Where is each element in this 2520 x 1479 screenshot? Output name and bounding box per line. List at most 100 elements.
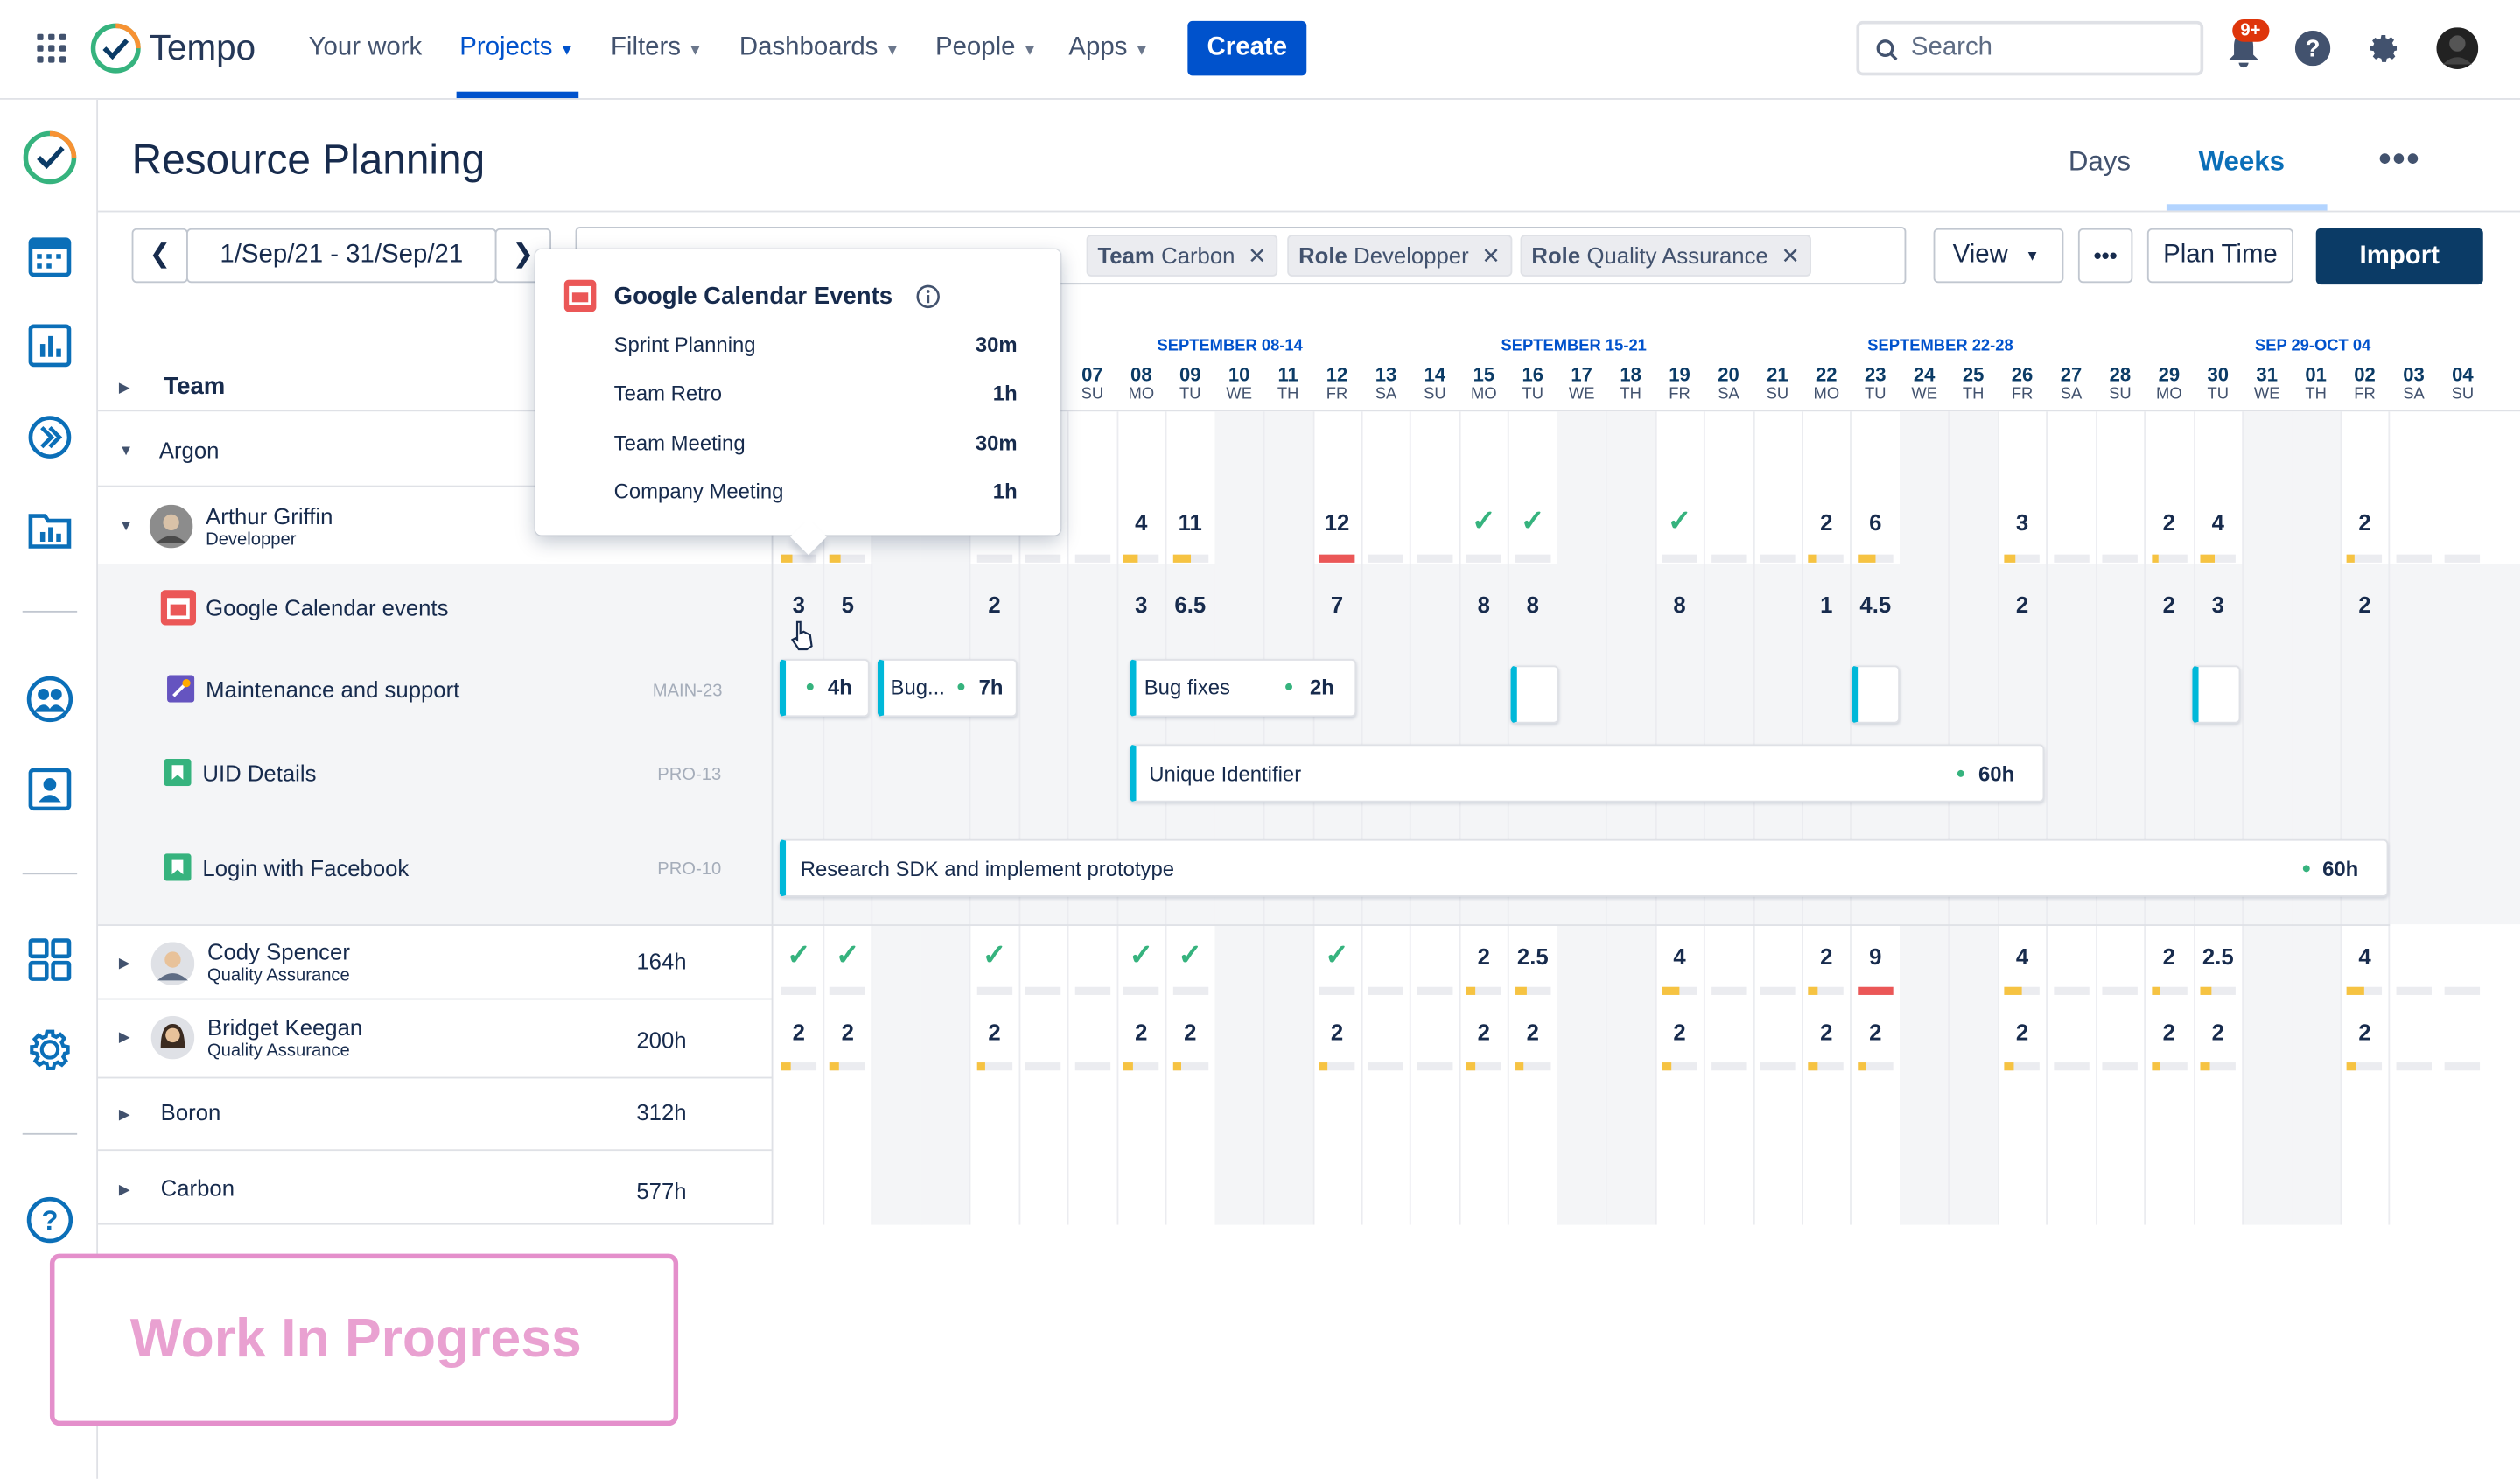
allocated-hours[interactable]: 4 (2211, 509, 2224, 536)
filter-chip-role-dev[interactable]: Role Developper ✕ (1287, 235, 1512, 277)
allocated-hours[interactable]: 2 (1330, 1019, 1344, 1045)
capacity-ok-check-icon[interactable]: ✓ (1667, 504, 1692, 537)
capacity-ok-check-icon[interactable]: ✓ (835, 938, 860, 971)
allocated-hours[interactable]: 2 (1135, 1019, 1148, 1045)
capacity-ok-check-icon[interactable]: ✓ (1178, 938, 1203, 971)
next-period-button[interactable]: ❯ (494, 228, 552, 284)
tempo-home-icon[interactable] (21, 129, 79, 186)
allocation-bar[interactable]: Unique Identifier ● 60h (1130, 744, 2045, 803)
nav-people[interactable]: People ▼ (935, 34, 1038, 63)
team-row-boron[interactable]: Boron (160, 1099, 221, 1125)
nav-filters[interactable]: Filters ▼ (611, 34, 704, 63)
help-icon[interactable]: ? (25, 1196, 74, 1244)
capacity-ok-check-icon[interactable]: ✓ (1325, 938, 1349, 971)
allocation-bar[interactable]: Research SDK and implement prototype ● 60h (779, 838, 2389, 897)
capacity-ok-check-icon[interactable]: ✓ (786, 938, 811, 971)
calendar-icon[interactable] (25, 231, 74, 279)
expand-caret-icon[interactable]: ▶ (118, 955, 130, 971)
task-uid-label[interactable]: UID Details (202, 760, 317, 787)
more-options-icon[interactable]: ••• (2378, 137, 2421, 179)
allocated-hours[interactable]: 2 (2162, 943, 2175, 970)
allocated-hours[interactable]: 1 (1820, 591, 1833, 618)
app-name[interactable]: Tempo (149, 27, 256, 68)
allocated-hours[interactable]: 2 (2358, 591, 2371, 618)
allocated-hours[interactable]: 2 (2358, 509, 2371, 536)
folder-chart-icon[interactable] (25, 505, 74, 553)
collapse-caret-icon[interactable]: ▼ (118, 442, 134, 459)
view-dropdown[interactable]: View ▼ (1933, 228, 2064, 284)
expand-caret-icon[interactable]: ▶ (118, 1181, 130, 1198)
help-icon[interactable]: ? (2294, 30, 2331, 67)
allocated-hours[interactable]: 6 (1869, 509, 1882, 536)
close-icon[interactable]: ✕ (1781, 242, 1800, 269)
reports-chart-icon[interactable] (25, 321, 74, 369)
settings-gear-icon[interactable] (25, 1026, 74, 1074)
allocated-hours[interactable]: 2 (2015, 1019, 2029, 1045)
allocated-hours[interactable]: 2 (2358, 1019, 2371, 1045)
expand-caret-icon[interactable]: ▶ (118, 1028, 130, 1045)
allocated-hours[interactable]: 2 (2162, 509, 2175, 536)
team-icon[interactable] (25, 675, 74, 723)
user-name[interactable]: Cody Spencer (206, 938, 350, 965)
allocated-hours[interactable]: 3 (792, 591, 806, 618)
capacity-ok-check-icon[interactable]: ✓ (1520, 504, 1545, 537)
user-profile-icon[interactable] (25, 765, 74, 813)
forward-circle-icon[interactable] (25, 413, 74, 461)
allocated-hours[interactable]: 2.5 (2202, 943, 2234, 970)
allocated-hours[interactable]: 4 (2015, 943, 2029, 970)
expand-caret-icon[interactable]: ▶ (118, 1105, 130, 1123)
allocated-hours[interactable]: 8 (1673, 591, 1686, 618)
user-avatar[interactable] (2436, 27, 2479, 69)
allocated-hours[interactable]: 5 (841, 591, 854, 618)
task-login-label[interactable]: Login with Facebook (202, 855, 410, 881)
allocated-hours[interactable]: 3 (2015, 509, 2029, 536)
allocated-hours[interactable]: 2 (988, 591, 1001, 618)
allocated-hours[interactable]: 2 (1820, 1019, 1833, 1045)
user-name[interactable]: Bridget Keegan (206, 1013, 363, 1041)
allocated-hours[interactable]: 8 (1477, 591, 1490, 618)
team-row-argon[interactable]: Argon (158, 437, 220, 463)
allocation-bar[interactable]: Bug fixes ● 2h (1130, 659, 1357, 718)
allocated-hours[interactable]: 11 (1178, 509, 1202, 536)
allocated-hours[interactable]: 2 (2015, 591, 2029, 618)
capacity-ok-check-icon[interactable]: ✓ (1129, 938, 1154, 971)
notification-bell-icon[interactable] (2226, 31, 2261, 69)
import-button[interactable]: Import (2315, 228, 2483, 285)
user-name[interactable]: Arthur Griffin (206, 502, 333, 529)
tab-days[interactable]: Days (2068, 146, 2132, 178)
expand-all-caret-icon[interactable]: ▶ (118, 379, 130, 396)
allocated-hours[interactable]: 3 (1135, 591, 1148, 618)
allocation-bar[interactable] (1510, 665, 1559, 724)
settings-gear-icon[interactable] (2366, 31, 2401, 66)
collapse-caret-icon[interactable]: ▼ (118, 517, 134, 534)
close-icon[interactable]: ✕ (1248, 242, 1267, 269)
allocated-hours[interactable]: 2 (2162, 1019, 2175, 1045)
allocated-hours[interactable]: 2 (988, 1019, 1001, 1045)
allocated-hours[interactable]: 2 (1477, 1019, 1490, 1045)
allocated-hours[interactable]: 4.5 (1859, 591, 1892, 618)
allocated-hours[interactable]: 2 (2211, 1019, 2224, 1045)
nav-your-work[interactable]: Your work (309, 34, 423, 63)
team-row-carbon[interactable]: Carbon (160, 1174, 235, 1202)
allocated-hours[interactable]: 3 (2211, 591, 2224, 618)
allocated-hours[interactable]: 2.5 (1516, 943, 1549, 970)
tempo-logo-icon[interactable] (90, 23, 142, 74)
allocation-bar[interactable] (1851, 665, 1900, 724)
allocated-hours[interactable]: 8 (1526, 591, 1539, 618)
close-icon[interactable]: ✕ (1481, 242, 1501, 269)
allocated-hours[interactable]: 7 (1330, 591, 1344, 618)
allocated-hours[interactable]: 2 (1869, 1019, 1882, 1045)
nav-projects[interactable]: Projects ▼ (459, 34, 575, 63)
nav-apps[interactable]: Apps ▼ (1068, 34, 1150, 63)
capacity-ok-check-icon[interactable]: ✓ (1471, 504, 1496, 537)
allocated-hours[interactable]: 2 (1820, 509, 1833, 536)
search-input[interactable]: Search (1856, 20, 2204, 76)
allocated-hours[interactable]: 2 (1477, 943, 1490, 970)
capacity-ok-check-icon[interactable]: ✓ (982, 938, 1007, 971)
allocated-hours[interactable]: 2 (792, 1019, 806, 1045)
app-switcher-icon[interactable] (37, 33, 67, 65)
allocated-hours[interactable]: 2 (1820, 943, 1833, 970)
nav-dashboards[interactable]: Dashboards ▼ (739, 34, 900, 63)
allocated-hours[interactable]: 2 (841, 1019, 854, 1045)
previous-period-button[interactable]: ❮ (131, 228, 188, 284)
